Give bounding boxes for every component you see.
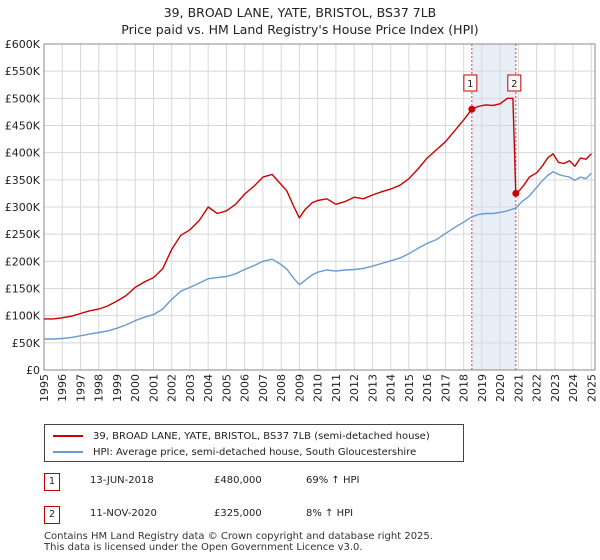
chart-subtitle: Price paid vs. HM Land Registry's House … [121,22,479,37]
x-tick-label: 2019 [476,374,489,402]
x-tick-label: 2017 [439,374,452,402]
x-tick-label: 2010 [312,374,325,402]
x-tick-label: 2004 [202,374,215,402]
x-tick-label: 2012 [348,374,361,402]
x-tick-label: 2006 [239,374,252,402]
sale-label-text: 1 [467,79,473,90]
legend-swatch-hpi [53,451,83,453]
x-tick-label: 2025 [585,374,598,402]
sale-label-box [463,74,478,92]
y-tick-label: £450K [5,120,41,133]
y-tick-label: £350K [5,174,41,187]
chart-title-block: 39, BROAD LANE, YATE, BRISTOL, BS37 7LB … [0,4,600,38]
y-tick-label: £50K [12,337,41,350]
x-tick-label: 2003 [184,374,197,402]
x-tick-label: 2007 [257,374,270,402]
legend-label-property: 39, BROAD LANE, YATE, BRISTOL, BS37 7LB … [93,430,430,442]
y-tick-label: £150K [5,283,41,296]
x-tick-label: 2005 [220,374,233,402]
plot-frame [43,43,596,371]
series-line-hpi [44,170,592,340]
chart-title: 39, BROAD LANE, YATE, BRISTOL, BS37 7LB [163,5,437,20]
y-tick-label: £500K [5,92,41,105]
x-tick-label: 2000 [129,374,142,402]
sale-point [468,105,476,113]
sale-label-box [507,74,522,92]
x-tick-label: 1995 [38,374,51,402]
x-tick-label: 2023 [549,374,562,402]
sale-marker-badge: 2 [44,506,60,524]
series-line-property [44,97,592,320]
x-tick-label: 2013 [366,374,379,402]
footer-line-1: Contains HM Land Registry data © Crown c… [44,531,433,542]
x-tick-label: 2021 [512,374,525,402]
x-tick-label: 2011 [330,374,343,402]
x-tick-label: 2018 [458,374,471,402]
x-tick-label: 1996 [56,374,69,402]
y-tick-label: £400K [5,147,41,160]
x-tick-label: 2016 [421,374,434,402]
x-tick-label: 1997 [74,374,87,402]
sale-label-text: 2 [511,79,517,90]
y-tick-label: £250K [5,228,41,241]
y-tick-label: £0 [26,364,40,377]
sale-hpi-diff: 69% ↑ HPI [306,475,360,486]
x-tick-label: 2024 [567,374,580,402]
x-tick-label: 2020 [494,374,507,402]
sale-marker-badge: 1 [44,473,60,491]
legend-label-hpi: HPI: Average price, semi-detached house,… [93,446,417,458]
footer-attribution: Contains HM Land Registry data © Crown c… [44,531,433,553]
x-tick-label: 2009 [293,374,306,402]
x-tick-label: 2022 [531,374,544,402]
y-tick-label: £200K [5,255,41,268]
sale-point [512,189,520,197]
x-tick-label: 2001 [147,374,160,402]
sale-date: 11-NOV-2020 [90,508,157,519]
y-tick-label: £600K [5,38,41,51]
x-tick-label: 2015 [403,374,416,402]
chart-legend: 39, BROAD LANE, YATE, BRISTOL, BS37 7LB … [44,424,464,462]
x-tick-label: 1999 [111,374,124,402]
x-tick-label: 2014 [385,374,398,402]
legend-item-property: 39, BROAD LANE, YATE, BRISTOL, BS37 7LB … [53,428,430,444]
legend-item-hpi: HPI: Average price, semi-detached house,… [53,444,416,460]
price-chart: £0 £50K £100K £150K £200K £250K £300K £350K £400… [5,38,599,402]
sale-date: 13-JUN-2018 [90,475,154,486]
sale-hpi-diff: 8% ↑ HPI [306,508,354,519]
y-tick-label: £550K [5,65,41,78]
x-tick-label: 2002 [166,374,179,402]
x-tick-label: 2008 [275,374,288,402]
legend-swatch-property [53,435,83,437]
x-tick-label: 1998 [93,374,106,402]
sale-price: £480,000 [214,475,262,486]
y-tick-label: £300K [5,201,41,214]
y-tick-label: £100K [5,310,41,323]
sale-price: £325,000 [214,508,262,519]
footer-line-2: This data is licensed under the Open Gov… [44,542,363,553]
